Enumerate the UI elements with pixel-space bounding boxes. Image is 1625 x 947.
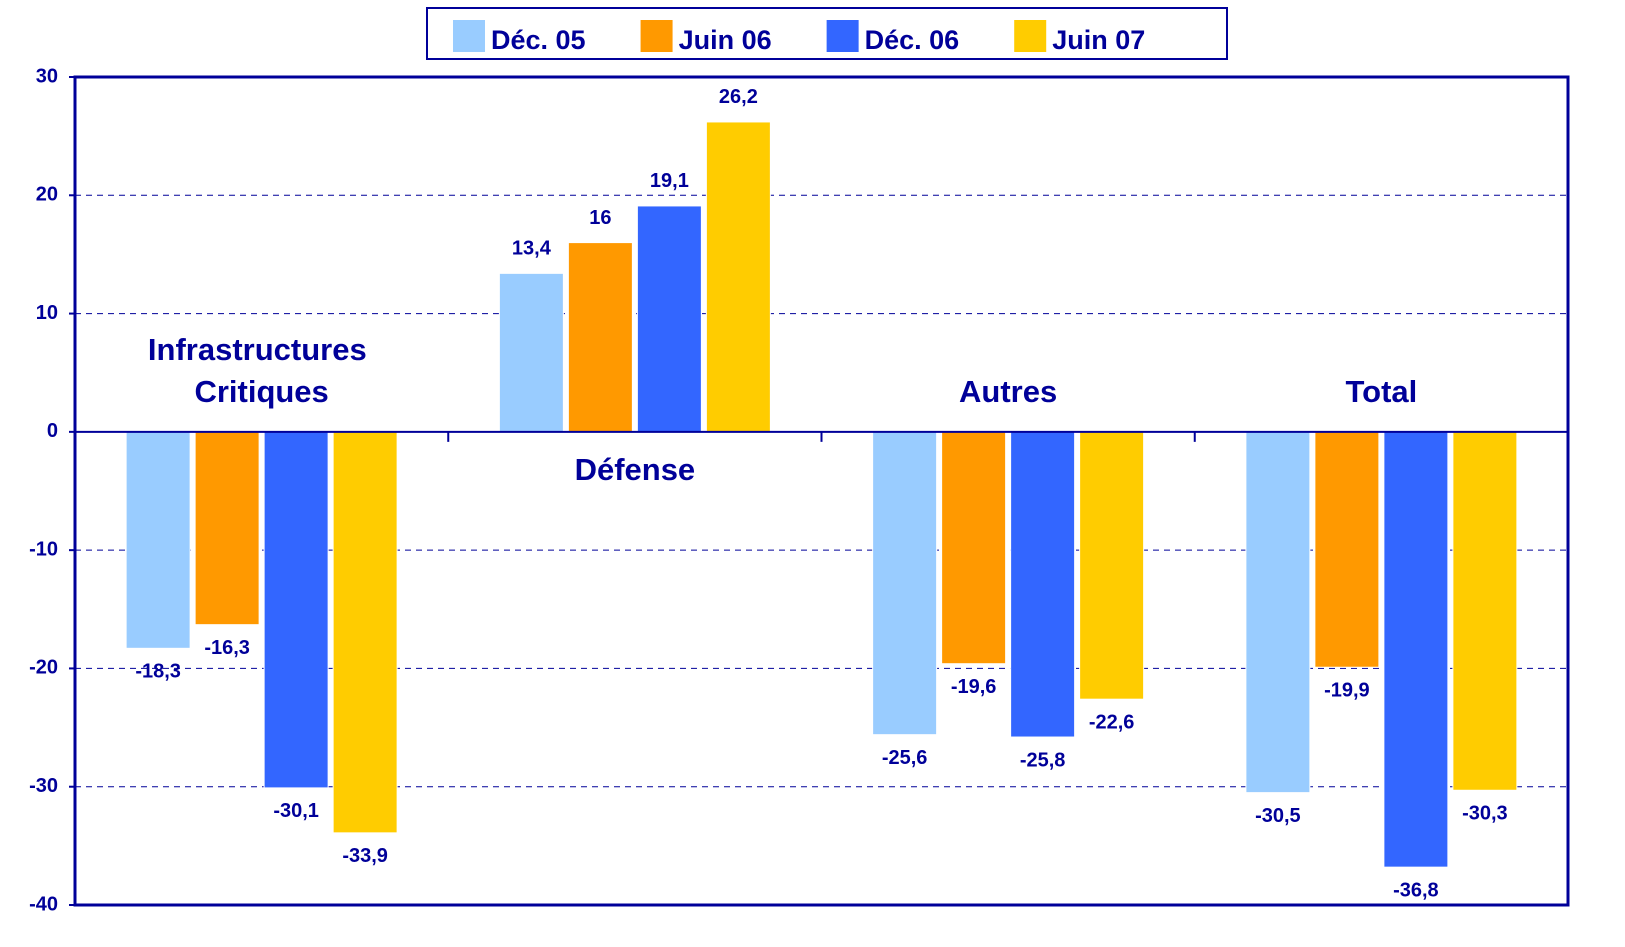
legend-swatch [826,20,859,52]
value-label: 19,1 [650,170,689,192]
bar [941,431,1007,665]
bar [1314,431,1380,668]
value-label: -25,8 [1020,749,1066,771]
legend-label: Juin 06 [679,25,772,55]
plot-border [73,75,1570,907]
value-label: -30,5 [1255,805,1301,827]
legend-label: Juin 07 [1052,25,1145,55]
value-label: -25,6 [882,747,928,769]
value-label: -30,3 [1462,803,1508,825]
category-label: Infrastructures Critiques [148,332,375,409]
y-tick-label: -40 [29,893,58,915]
value-label: 26,2 [719,86,758,108]
bar [872,431,938,736]
value-label: -19,6 [951,676,997,698]
y-tick-label: -20 [29,657,58,679]
legend-swatch [453,20,485,52]
legend-label: Déc. 06 [865,25,960,55]
bar [1383,431,1449,868]
bar [1245,431,1311,794]
value-label: -19,9 [1324,680,1370,702]
bar [1452,431,1518,791]
bar [1010,431,1076,738]
bar [498,272,564,433]
bar [194,431,260,626]
bar [636,205,702,433]
y-tick-label: 0 [47,420,58,442]
value-label: 13,4 [512,238,552,260]
legend-label: Déc. 05 [491,25,586,55]
bar [332,431,398,834]
y-tick-label: -30 [29,775,58,797]
bar [567,242,633,433]
value-label: -36,8 [1393,879,1439,901]
y-tick-label: 10 [36,302,58,324]
value-label: -18,3 [135,661,181,683]
value-label: -30,1 [273,800,319,822]
value-label: -16,3 [204,637,250,659]
value-label: 16 [589,207,611,229]
category-label: Total [1346,374,1418,409]
category-label: Défense [575,452,696,487]
legend-swatch [1014,20,1047,52]
y-tick-label: -10 [29,538,58,560]
value-label: -33,9 [342,845,388,867]
y-tick-label: 20 [36,184,58,206]
bar [263,431,329,789]
category-label: Autres [959,374,1057,409]
legend-swatch [640,20,673,52]
bar [1079,431,1145,700]
y-tick-label: 30 [36,65,58,87]
value-label: -22,6 [1089,711,1135,733]
bar [705,121,771,433]
bar [125,431,191,649]
